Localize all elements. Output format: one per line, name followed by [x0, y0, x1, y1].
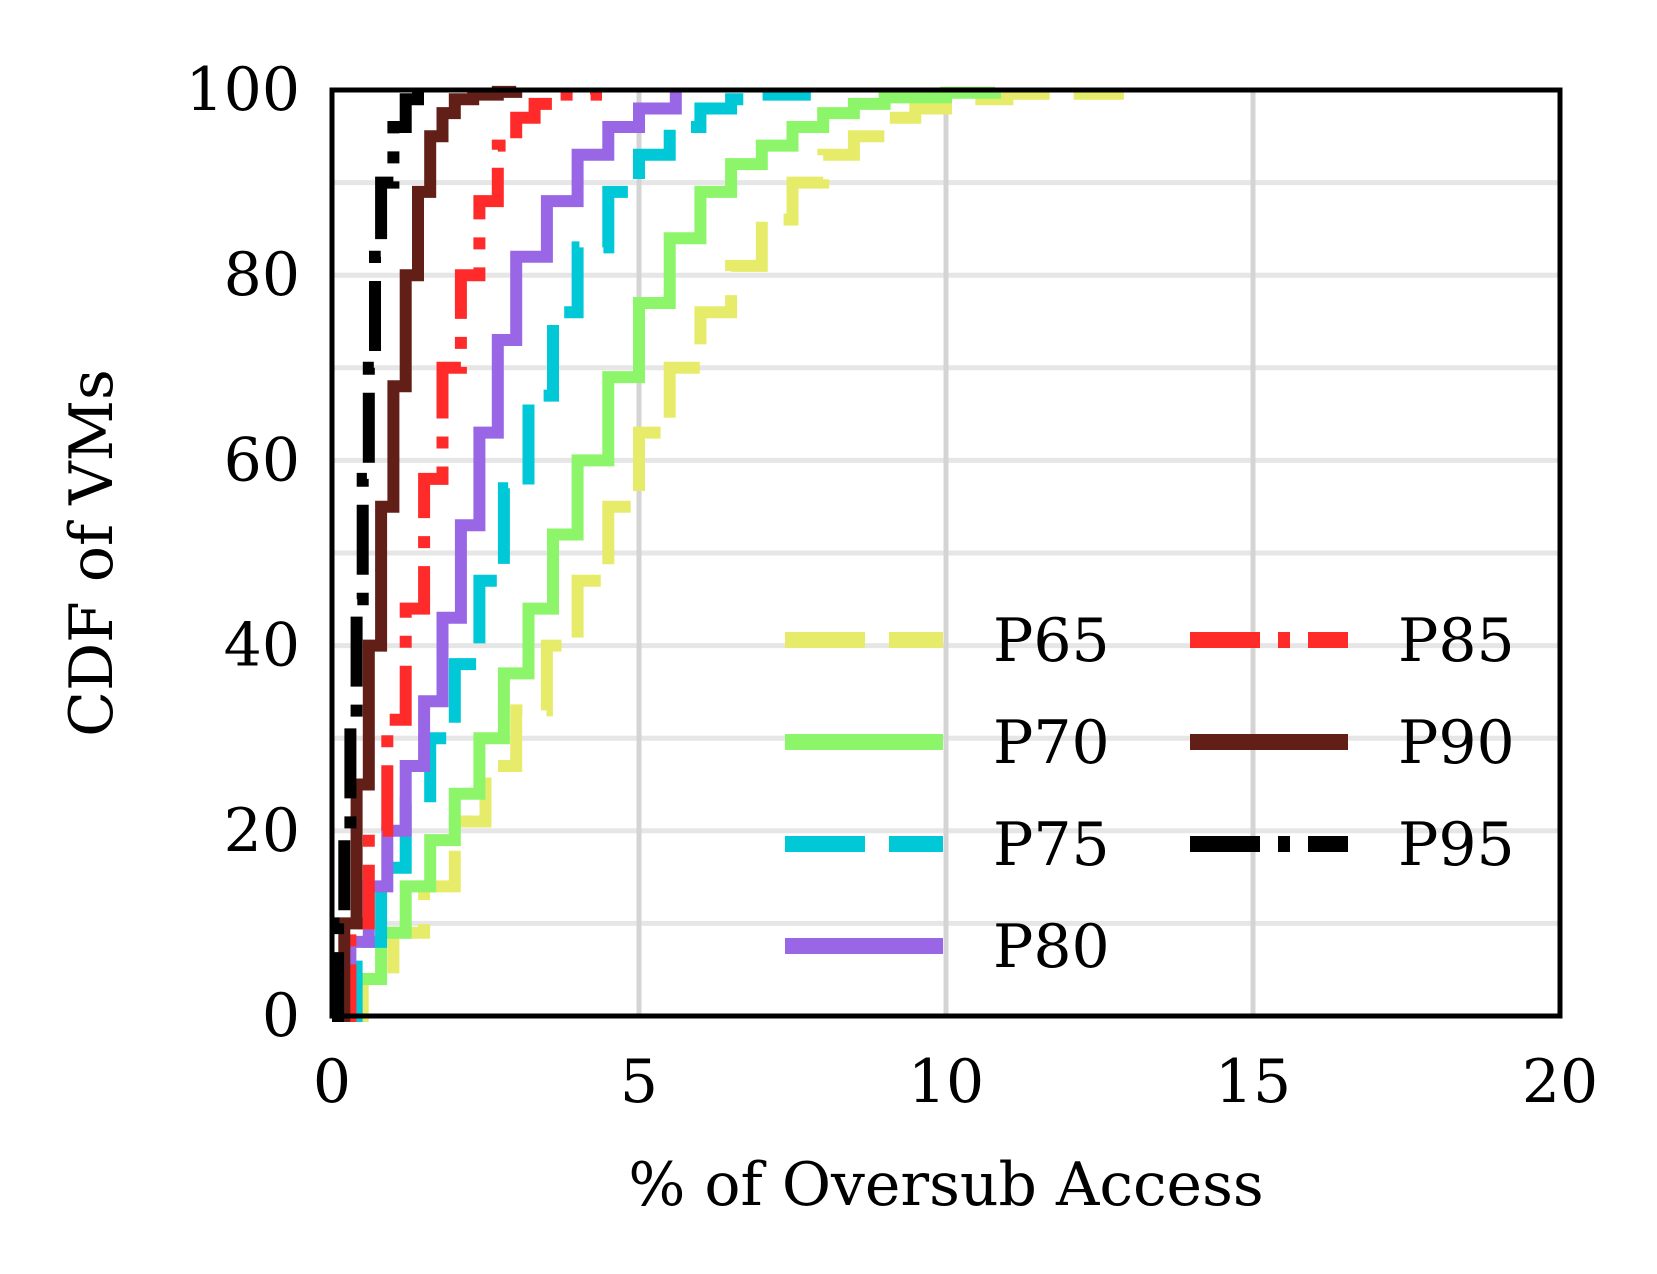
legend-label-p70: P70: [993, 708, 1110, 778]
series-line-p85: [332, 88, 602, 1022]
legend-label-p65: P65: [993, 606, 1110, 676]
grid-lines: [332, 90, 1560, 1016]
legend-label-p90: P90: [1398, 708, 1515, 778]
plot-frame: [329, 87, 1563, 1019]
series-line-p80: [332, 90, 682, 1022]
x-tick-label: 20: [1522, 1047, 1598, 1117]
y-tick-label: 60: [224, 425, 300, 495]
legend-label-p85: P85: [1398, 606, 1515, 676]
legend-label-p95: P95: [1398, 810, 1515, 880]
y-tick-label: 40: [224, 611, 300, 681]
y-tick-label: 0: [262, 981, 300, 1051]
series-line-p65: [332, 87, 1124, 1022]
y-tick-label: 20: [224, 796, 300, 866]
y-tick-label: 100: [185, 55, 300, 125]
y-axis-label: CDF of VMs: [57, 369, 127, 737]
legend: P65 P70 P75 P80 P85 P90 P95: [785, 606, 1515, 982]
x-tick-label: 0: [313, 1047, 351, 1117]
series-line-p90: [332, 85, 523, 1022]
y-tick-labels: 0 20 40 60 80 100: [185, 55, 300, 1051]
legend-label-p80: P80: [993, 912, 1110, 982]
x-axis-label: % of Oversub Access: [628, 1150, 1263, 1220]
x-tick-label: 5: [620, 1047, 658, 1117]
series-group: [332, 85, 1124, 1022]
series-line-p70: [332, 86, 1002, 1022]
y-tick-label: 80: [224, 240, 300, 310]
x-tick-labels: 0 5 10 15 20: [313, 1047, 1598, 1117]
x-tick-label: 10: [908, 1047, 984, 1117]
legend-label-p75: P75: [993, 810, 1110, 880]
x-tick-label: 15: [1215, 1047, 1291, 1117]
series-line-p95: [332, 90, 424, 1022]
